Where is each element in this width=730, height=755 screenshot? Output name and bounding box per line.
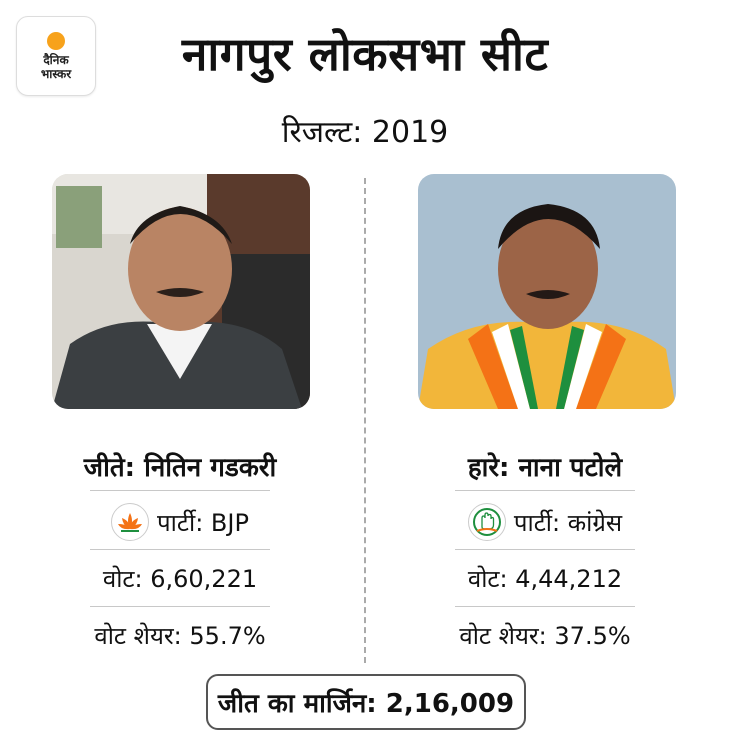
winner-divider-3 xyxy=(90,606,270,607)
winner-vote-share: वोट शेयर: 55.7% xyxy=(94,621,266,650)
loser-vote-share: वोट शेयर: 37.5% xyxy=(459,621,631,650)
loser-votes: वोट: 4,44,212 xyxy=(467,564,623,593)
logo-line-1: दैनिक xyxy=(43,52,69,67)
loser-divider-2 xyxy=(455,549,635,550)
loser-name: हारे: नाना पटोले xyxy=(467,453,623,483)
dainik-bhaskar-logo: दैनिक भास्कर xyxy=(16,16,96,96)
winner-divider-1 xyxy=(90,490,270,491)
winner-divider-2 xyxy=(90,549,270,550)
win-margin-box: जीत का मार्जिन: 2,16,009 xyxy=(206,674,526,730)
loser-party-row: पार्टी: कांग्रेस xyxy=(405,500,685,544)
logo-line-2: भास्कर xyxy=(40,66,72,81)
hand-icon xyxy=(467,503,506,541)
winner-photo xyxy=(52,174,310,409)
loser-divider-1 xyxy=(455,490,635,491)
winner-party-row: पार्टी: BJP xyxy=(40,500,320,544)
loser-divider-3 xyxy=(455,606,635,607)
center-divider xyxy=(364,178,366,663)
loser-party: पार्टी: कांग्रेस xyxy=(513,508,623,537)
page-subtitle: रिजल्ट: 2019 xyxy=(281,115,449,150)
sun-icon xyxy=(47,31,65,50)
winner-votes: वोट: 6,60,221 xyxy=(102,564,258,593)
winner-name: जीते: नितिन गडकरी xyxy=(83,453,277,483)
winner-party: पार्टी: BJP xyxy=(157,508,249,537)
page-title: नागपुर लोकसभा सीट xyxy=(181,27,549,81)
loser-photo xyxy=(418,174,676,409)
lotus-icon xyxy=(111,503,150,541)
